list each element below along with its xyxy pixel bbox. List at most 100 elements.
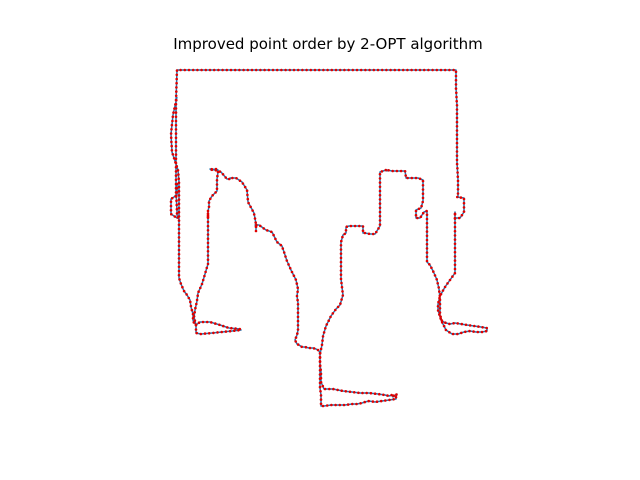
data-point [170,128,173,131]
data-point [318,385,322,389]
data-point [319,398,323,401]
data-point [439,317,442,320]
data-point [437,286,441,289]
data-point [174,161,177,164]
data-point [325,404,329,407]
data-point [221,173,225,176]
data-point [170,149,174,152]
data-point [288,266,292,270]
data-point [235,177,238,180]
data-point [378,181,382,184]
data-point [177,236,181,239]
data-point [323,387,327,391]
data-point [351,402,354,406]
data-point [339,252,343,255]
data-point [226,326,229,329]
data-point [179,68,182,72]
data-point [378,172,382,176]
data-point [385,68,388,72]
data-point [199,332,203,336]
data-point [189,304,193,308]
data-point [179,282,183,285]
data-point [344,229,348,232]
data-point [456,179,460,183]
data-point [359,402,362,405]
data-point [174,136,178,140]
data-point [397,68,401,72]
data-point [170,212,173,216]
data-point [177,215,181,218]
data-point [371,400,375,403]
data-point [452,322,455,325]
data-point [215,183,219,186]
data-point [326,68,329,72]
data-point [294,340,298,343]
data-point [321,339,324,342]
data-point [296,303,300,306]
data-point [435,68,439,72]
data-point [177,210,181,214]
data-point [206,212,210,215]
data-point [247,201,250,205]
data-point [453,225,457,229]
data-point [425,259,429,263]
data-point [192,321,196,324]
data-point [177,219,181,222]
data-point [378,177,382,180]
data-point [416,216,419,220]
data-point [204,68,208,72]
data-point [334,308,337,312]
data-point [378,219,382,222]
data-point [206,229,210,232]
data-point [460,322,464,326]
data-point [296,298,299,302]
data-point [455,137,459,141]
data-point [369,391,373,395]
data-point [341,294,345,297]
data-point [442,324,446,328]
data-point [452,68,455,72]
data-point [448,278,452,282]
data-point [229,68,233,72]
data-point [220,330,223,334]
data-point [448,331,451,334]
data-point [393,68,397,72]
data-point [175,90,178,93]
data-point [210,321,213,324]
data-point [313,68,317,72]
data-point [250,68,254,72]
data-point [446,282,449,285]
data-point [357,391,360,395]
data-point [339,269,343,272]
data-point [457,216,461,220]
data-point [177,206,181,210]
data-point [395,169,399,173]
data-point [378,193,382,197]
data-point [284,68,287,72]
data-point [206,250,210,253]
data-point [378,206,382,210]
data-point [177,273,181,277]
data-point [437,300,440,304]
data-point [364,68,367,72]
data-point [294,336,298,339]
data-point [380,170,384,173]
data-point [181,285,184,289]
data-point [427,68,430,72]
data-point [171,115,175,119]
data-point [451,332,455,336]
data-point [340,298,343,301]
data-point [295,282,299,285]
data-point [460,331,463,335]
data-point [218,323,221,327]
data-point [267,68,271,72]
data-point [453,213,457,216]
data-point [192,315,196,318]
data-point [174,191,178,194]
data-point [175,212,179,215]
data-point [459,196,463,199]
data-point [453,259,457,262]
data-point [410,68,413,72]
data-point [174,94,178,98]
data-point [296,324,300,327]
